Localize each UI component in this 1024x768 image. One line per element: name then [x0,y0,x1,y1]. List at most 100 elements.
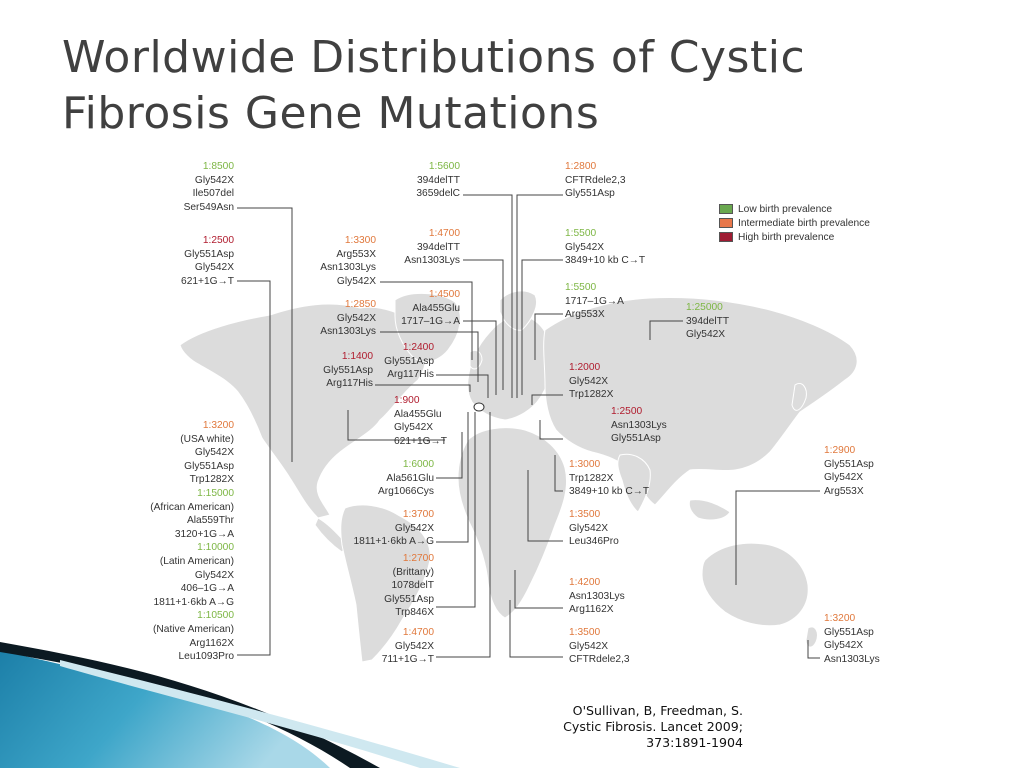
label-east-asia: 1:2900 Gly551Asp Gly542X Arg553X [824,444,874,498]
mutation-text: CFTRdele2,3 [565,174,626,186]
mutation-text: Gly551Asp [611,433,661,445]
mutation-text: Gly551Asp [824,626,874,638]
legend-swatch-high [719,232,733,243]
label-middle-east: 1:2500 Asn1303Lys Gly551Asp [611,405,667,446]
mutation-text: Asn1303Lys [320,326,376,338]
mutation-text: Gly542X [824,640,864,652]
mutation-text: 621+1G→T [181,275,234,287]
mutation-text: Arg553X [336,248,376,260]
prevalence-text: 1:3500 [569,509,601,520]
label-germany: 1:4500 Ala455Glu 1717–1G→A [401,288,460,329]
slide-title: Worldwide Distributions of Cystic Fibros… [62,30,962,142]
mutation-text: 621+1G→T [394,435,447,447]
label-italy: 1:900 Ala455Glu Gly542X 621+1G→T [394,394,447,448]
prevalence-text: 1:2900 [824,445,856,456]
mutation-text: Gly542X [194,447,234,459]
prevalence-text: 1:3700 [402,509,434,520]
mutation-text: 394delTT [416,174,460,186]
mutation-text: Gly542X [565,241,605,253]
label-ireland: 1:1400 Gly551Asp Arg117His [323,350,373,391]
mutation-text: Asn1303Lys [320,262,376,274]
prevalence-text: 1:10000 [197,542,234,554]
mutation-text: 1811+1·6kb A→G [153,596,234,608]
label-spain: 1:3700 Gly542X 1811+1·6kb A→G [353,508,434,549]
prevalence-text: 1:2400 [402,342,434,353]
mutation-text: Ala455Glu [394,408,442,420]
label-usa: 1:3200 (USA white) Gly542X Gly551Asp Trp1282… [150,419,234,664]
title-line-1: Worldwide Distributions of Cystic [62,32,806,83]
mutation-text: 3120+1G→A [174,528,234,540]
continents [179,290,858,663]
mutation-text: Asn1303Lys [569,590,625,602]
locator-circle [473,402,485,412]
mutation-text: Gly551Asp [384,593,434,605]
prevalence-text: 1:3200 [824,613,856,624]
mutation-text: (USA white) [180,433,234,445]
mutation-text: 394delTT [686,315,730,327]
legend-label: Intermediate birth prevalence [738,218,870,229]
prevalence-text: 1:2850 [344,299,376,310]
label-north-africa: 1:6000 Ala561Glu Arg1066Cys [378,458,434,499]
prevalence-text: 1:3500 [569,627,601,638]
label-nordic: 1:5600 394delTT 3659delC [416,160,460,201]
label-brittany: 1:2700 (Brittany) 1078delT Gly551Asp Trp846X [384,552,434,620]
mutation-text: Leu1093Pro [178,651,234,663]
prevalence-text: 1:4200 [569,577,601,588]
decorative-swoosh [0,642,460,768]
citation-line-1: O'Sullivan, B, Freedman, S. [572,703,743,718]
label-east-africa: 1:3500 Gly542X Leu346Pro [569,508,619,549]
mutation-text: Arg1066Cys [377,486,434,498]
mutation-text: Arg553X [565,309,605,321]
mutation-text: Gly542X [569,640,609,652]
leader-lines [237,194,820,659]
mutation-text: Arg117His [326,378,373,390]
mutation-text: Ala559Thr [186,515,234,527]
mutation-text: Gly542X [194,569,234,581]
mutation-text: Trp846X [395,607,434,619]
mutation-text: Arg1162X [189,637,234,649]
prevalence-text: 1:10500 [197,610,234,622]
mutation-text: Trp1282X [189,474,234,486]
legend-swatch-intermediate [719,218,733,229]
mutation-text: 1717–1G→A [401,316,460,328]
mutation-text: 3659delC [416,188,460,200]
prevalence-text: 1:3300 [344,235,376,246]
label-eastern-europe: 1:5500 Gly542X 3849+10 kb C→T [565,227,645,268]
citation-line-3: 373:1891-1904 [646,735,743,750]
prevalence-text: 1:8500 [202,161,234,172]
mutation-text: Gly551Asp [824,458,874,470]
prevalence-text: 1:5600 [428,161,460,172]
mutation-text: 3849+10 kb C→T [565,255,646,267]
mutation-text: Gly542X [194,174,234,186]
mutation-text: Gly542X [394,640,434,652]
mutation-text: Gly542X [336,275,376,287]
prevalence-text: 1:4700 [402,627,434,638]
prevalence-text: 1:6000 [402,459,434,470]
mutation-text: Ala561Glu [386,472,434,484]
label-russia: 1:5500 1717–1G→A Arg553X [565,281,624,322]
mutation-text: Asn1303Lys [611,419,667,431]
mutation-text: CFTRdele2,3 [569,654,630,666]
mutation-text: Gly551Asp [184,460,234,472]
label-canada-1: 1:8500 Gly542X Ile507del Ser549Asn [184,160,234,214]
mutation-text: 1078delT [391,580,434,592]
label-south-africa: 1:3500 Gly542X CFTRdele2,3 [569,626,630,667]
prevalence-text: 1:3200 [202,420,234,431]
label-new-zealand: 1:3200 Gly551Asp Gly542X Asn1303Lys [824,612,880,666]
mutation-text: (African American) [150,501,234,513]
prevalence-text: 1:15000 [197,487,234,499]
mutation-text: Gly542X [686,329,726,341]
title-line-2: Fibrosis Gene Mutations [62,88,600,139]
mutation-text: Gly542X [194,262,234,274]
prevalence-text: 1:2500 [611,406,643,417]
label-siberia: 1:25000 394delTT Gly542X [686,301,729,342]
mutation-text: Trp1282X [569,389,614,401]
legend-label: High birth prevalence [738,232,835,243]
mutation-text: Gly551Asp [565,188,615,200]
mutation-text: Gly542X [569,375,609,387]
mutation-text: Arg117His [387,369,434,381]
mutation-text: Gly542X [336,312,376,324]
label-portugal: 1:4700 Gly542X 711+1G→T [382,626,434,667]
label-uk: 1:3300 Arg553X Asn1303Lys Gly542X [320,234,376,288]
